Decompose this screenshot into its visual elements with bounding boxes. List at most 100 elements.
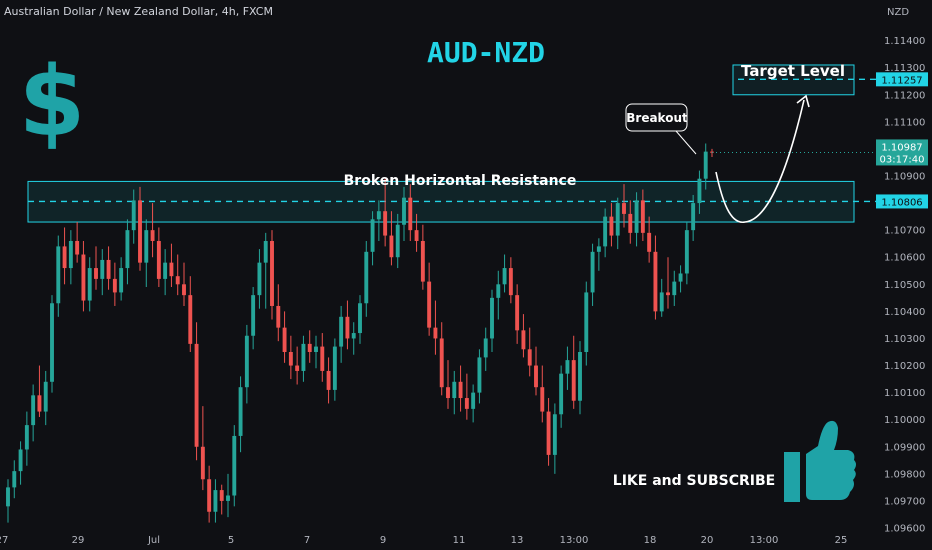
candle-body bbox=[282, 327, 287, 352]
candle bbox=[232, 425, 237, 507]
candle bbox=[508, 257, 513, 304]
y-tick-label: 1.11200 bbox=[884, 90, 925, 101]
candle bbox=[471, 384, 476, 423]
x-tick-label: 18 bbox=[644, 535, 657, 546]
candle bbox=[376, 200, 381, 241]
candle-body bbox=[383, 211, 388, 236]
candle-body bbox=[653, 251, 658, 312]
candle-body bbox=[477, 357, 482, 393]
candle-body bbox=[156, 240, 161, 279]
candle-body bbox=[75, 240, 80, 255]
candle bbox=[697, 170, 702, 214]
candle bbox=[43, 370, 48, 426]
candle-body bbox=[270, 240, 274, 306]
candle-body bbox=[697, 178, 702, 204]
candle-body bbox=[546, 411, 551, 455]
y-tick-label: 1.11300 bbox=[884, 63, 925, 74]
candle-body bbox=[672, 281, 677, 296]
x-tick-label: 11 bbox=[453, 535, 466, 546]
candle bbox=[521, 314, 526, 358]
candle bbox=[12, 460, 17, 499]
candle-body bbox=[578, 352, 582, 401]
candle-body bbox=[263, 240, 268, 263]
candle-body bbox=[666, 292, 670, 296]
x-tick-label: Jul bbox=[147, 535, 160, 546]
candle-body bbox=[427, 281, 432, 328]
candle-body bbox=[163, 262, 168, 279]
breakout-pointer bbox=[675, 130, 697, 155]
candle bbox=[244, 324, 249, 404]
candle bbox=[483, 327, 488, 371]
candle bbox=[559, 365, 564, 428]
candle-body bbox=[678, 273, 683, 282]
candle-body bbox=[596, 246, 601, 252]
candle-body bbox=[364, 251, 369, 304]
candle bbox=[565, 346, 570, 390]
candle bbox=[427, 262, 432, 336]
dollar-sign-icon: $ bbox=[19, 46, 86, 158]
candle bbox=[75, 222, 80, 263]
x-tick-label: 13 bbox=[511, 535, 524, 546]
y-tick-label: 1.09800 bbox=[884, 469, 925, 480]
candle-body bbox=[515, 295, 520, 331]
candle-body bbox=[12, 471, 17, 488]
candle bbox=[219, 484, 224, 515]
target-price-tag: 1.11257 bbox=[876, 72, 928, 87]
candle bbox=[515, 284, 520, 344]
candle-body bbox=[138, 200, 142, 263]
candle bbox=[18, 441, 23, 485]
candle bbox=[56, 235, 61, 317]
candle bbox=[87, 257, 92, 312]
candle-body bbox=[94, 268, 98, 279]
candle bbox=[420, 224, 425, 290]
candle bbox=[175, 254, 180, 296]
x-tick-label: 20 bbox=[701, 535, 714, 546]
candle bbox=[402, 186, 406, 241]
candle-body bbox=[144, 230, 149, 263]
candle bbox=[119, 257, 124, 301]
candle-body bbox=[571, 360, 576, 401]
x-tick-label: 27 bbox=[0, 535, 8, 546]
candle bbox=[100, 249, 105, 296]
candle-body bbox=[552, 414, 557, 455]
candle bbox=[94, 246, 98, 290]
candle-body bbox=[408, 197, 413, 231]
candle-body bbox=[603, 216, 608, 247]
candle-body bbox=[37, 395, 42, 412]
candle-body bbox=[471, 392, 476, 409]
candle bbox=[464, 373, 469, 420]
candle-body bbox=[370, 219, 375, 252]
candle bbox=[301, 335, 306, 382]
candle-body bbox=[684, 230, 689, 274]
candle bbox=[603, 208, 608, 258]
candle-body bbox=[301, 343, 306, 371]
candle-body bbox=[414, 230, 419, 241]
candle-body bbox=[112, 278, 117, 293]
candle-body bbox=[640, 200, 645, 233]
candle bbox=[540, 365, 545, 423]
y-tick-label: 1.10000 bbox=[884, 415, 925, 426]
candle bbox=[628, 200, 633, 244]
candle bbox=[615, 197, 620, 250]
candle-body bbox=[615, 203, 620, 236]
candle bbox=[81, 240, 86, 312]
candle-body bbox=[584, 292, 589, 352]
candle-body bbox=[326, 370, 331, 390]
candle-body bbox=[351, 333, 356, 339]
candle bbox=[263, 232, 268, 309]
breakout-callout: Breakout bbox=[625, 103, 697, 155]
candle-body bbox=[590, 251, 595, 293]
zones bbox=[27, 64, 876, 223]
candle-body bbox=[24, 425, 29, 450]
candle-body bbox=[647, 232, 652, 252]
candle bbox=[163, 249, 168, 296]
y-tick-label: 1.09700 bbox=[884, 496, 925, 507]
x-tick-label: 7 bbox=[304, 535, 310, 546]
candle bbox=[408, 184, 413, 241]
candle-body bbox=[659, 292, 664, 312]
thumbs-up-icon bbox=[784, 420, 856, 502]
svg-text:$: $ bbox=[19, 46, 86, 158]
candle bbox=[446, 360, 450, 409]
resistance-label: Broken Horizontal Resistance bbox=[344, 173, 577, 189]
